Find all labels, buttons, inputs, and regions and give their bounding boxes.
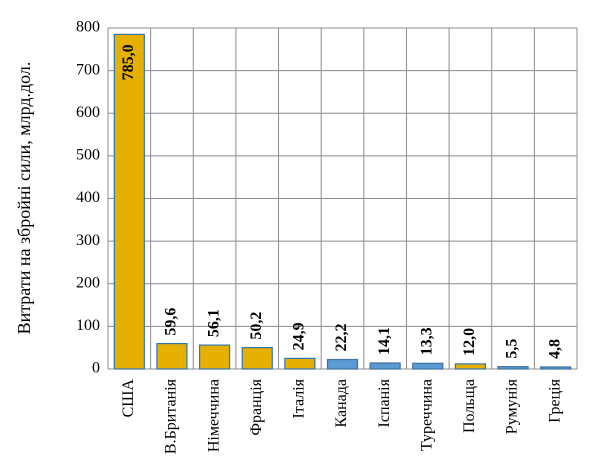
category-label-10: Греція — [546, 378, 563, 422]
bar-6 — [369, 362, 401, 370]
bar-4 — [284, 357, 316, 370]
bar-3 — [241, 347, 273, 370]
y-tick-label-7: 700 — [76, 61, 100, 78]
bar-2 — [198, 344, 231, 370]
value-label-6: 14,1 — [376, 327, 393, 355]
category-label-8: Польща — [461, 379, 478, 433]
y-tick-label-3: 300 — [76, 232, 100, 249]
y-tick-labels: 0 100 200 300 400 500 600 700 800 — [76, 19, 100, 377]
value-label-4: 24,9 — [291, 322, 308, 350]
category-label-2: Німеччина — [205, 379, 222, 452]
y-tick-label-0: 0 — [92, 360, 100, 377]
y-tick-label-6: 600 — [76, 104, 100, 121]
bar-5 — [326, 358, 359, 370]
category-label-1: В.Британія — [163, 378, 180, 454]
y-tick-label-2: 200 — [76, 274, 100, 291]
category-label-4: Італія — [291, 378, 308, 418]
bar-7 — [412, 362, 444, 370]
bars — [113, 33, 572, 370]
category-label-3: Франція — [248, 378, 265, 435]
category-label-9: Румунія — [504, 378, 521, 434]
category-labels: США В.Британія Німеччина Франція Італія Канад… — [120, 378, 563, 454]
y-axis-title: Витрати на збройні сили, млрд.дол. — [14, 62, 34, 335]
bar-9 — [497, 366, 529, 370]
gridlines — [107, 27, 578, 370]
category-label-5: Канада — [333, 379, 350, 427]
category-label-7: Туреччина — [418, 379, 435, 451]
y-tick-label-4: 400 — [76, 189, 100, 206]
value-label-1: 59,6 — [163, 308, 180, 336]
value-labels: 785,0 59,6 56,1 50,2 24,9 22,2 14,1 13,3 12,0 5,5… — [120, 44, 563, 359]
bar-8 — [454, 363, 487, 370]
value-label-7: 13,3 — [418, 327, 435, 355]
value-label-10: 4,8 — [546, 339, 563, 359]
bar-10 — [540, 366, 572, 370]
value-label-3: 50,2 — [248, 312, 265, 340]
value-label-5: 22,2 — [333, 324, 350, 352]
bar-1 — [156, 342, 188, 370]
value-label-2: 56,1 — [205, 309, 222, 337]
category-label-6: Іспанія — [376, 378, 393, 427]
bar-0 — [113, 33, 145, 370]
y-tick-label-1: 100 — [76, 317, 100, 334]
value-label-8: 12,0 — [461, 328, 478, 356]
value-label-9: 5,5 — [504, 339, 521, 359]
y-tick-label-5: 500 — [76, 147, 100, 164]
category-label-0: США — [120, 379, 137, 418]
value-label-0: 785,0 — [120, 44, 137, 80]
y-tick-label-8: 800 — [76, 19, 100, 36]
